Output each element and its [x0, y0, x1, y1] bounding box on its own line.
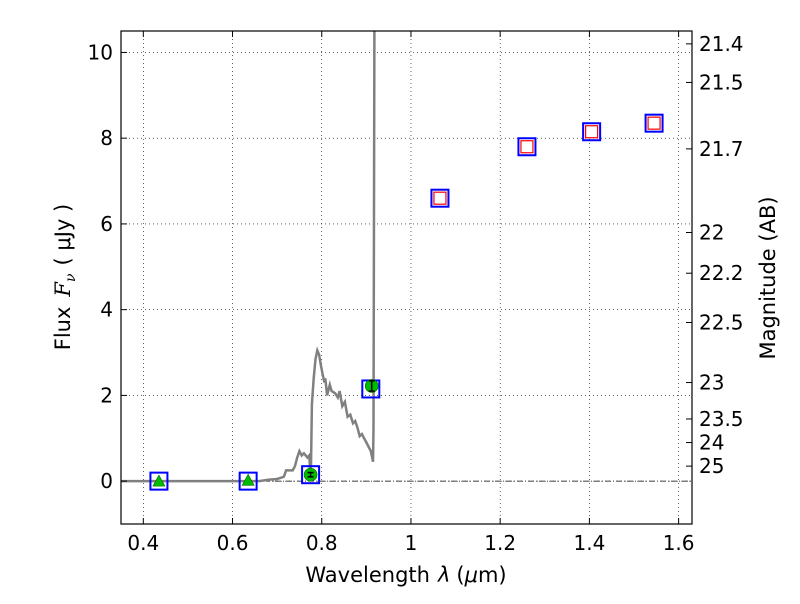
model-spectrum-line — [121, 31, 376, 483]
x-axis-label-text: Wavelength — [305, 563, 430, 587]
non-detection-triangle — [241, 473, 255, 486]
markers — [149, 113, 664, 491]
x-axis-label-unit-mu: μ — [464, 563, 478, 587]
x-tick-label: 1 — [405, 531, 418, 555]
upper-limit-square — [647, 116, 661, 130]
model-photometry-square — [430, 188, 450, 208]
x-tick-label: 1.2 — [484, 531, 516, 555]
y-tick-label: 10 — [88, 40, 113, 64]
y2-axis-label: Magnitude (AB) — [756, 196, 780, 359]
x-axis-label-unit-open: ( — [456, 563, 464, 587]
y2-tick-label: 23.5 — [699, 407, 744, 431]
model-photometry-square — [517, 137, 537, 157]
model-photometry-square — [582, 122, 602, 142]
y-axis-label-text: Flux — [51, 307, 75, 351]
y-axis-label-symbol: F — [51, 281, 75, 298]
model-photometry-square — [149, 471, 169, 491]
plot-frame — [120, 30, 693, 525]
y2-tick-label: 21.7 — [699, 137, 744, 161]
model-photometry-square — [238, 471, 258, 491]
grid — [121, 31, 692, 524]
non-detection-triangle — [152, 474, 166, 487]
y2-tick-label: 21.5 — [699, 70, 744, 94]
y2-tick-label: 22 — [699, 220, 724, 244]
y-axis-label-subscript: ν — [63, 273, 79, 282]
upper-limit-square — [433, 191, 447, 205]
x-tick-label: 0.8 — [306, 531, 338, 555]
y2-tick-label: 23 — [699, 371, 724, 395]
x-tick-label: 1.6 — [663, 531, 695, 555]
y2-tick-label: 22.5 — [699, 311, 744, 335]
y2-tick-label: 24 — [699, 431, 724, 455]
upper-limit-square — [520, 140, 534, 154]
y-tick-label: 0 — [100, 469, 113, 493]
y2-tick-label: 22.2 — [699, 261, 744, 285]
x-axis-label-unit-rest: m) — [478, 563, 507, 587]
model-photometry-square — [301, 465, 321, 485]
y2-tick-label: 21.4 — [699, 32, 744, 56]
x-tick-label: 0.6 — [217, 531, 249, 555]
x-tick-label: 0.4 — [127, 531, 159, 555]
x-tick-label: 1.4 — [573, 531, 605, 555]
y-tick-label: 4 — [100, 298, 113, 322]
y-tick-label: 6 — [100, 212, 113, 236]
model-photometry-square — [644, 113, 664, 133]
x-axis-label: Wavelength λ (μm) — [305, 563, 506, 587]
y-axis-label: Flux Fν ( μJy ) — [51, 204, 79, 350]
y2-tick-label: 25 — [699, 454, 724, 478]
y-axis-label-unit: ( μJy ) — [51, 204, 75, 266]
x-axis-label-symbol: λ — [437, 563, 450, 587]
upper-limit-square — [585, 125, 599, 139]
y-tick-label: 2 — [100, 383, 113, 407]
y-tick-label: 8 — [100, 126, 113, 150]
